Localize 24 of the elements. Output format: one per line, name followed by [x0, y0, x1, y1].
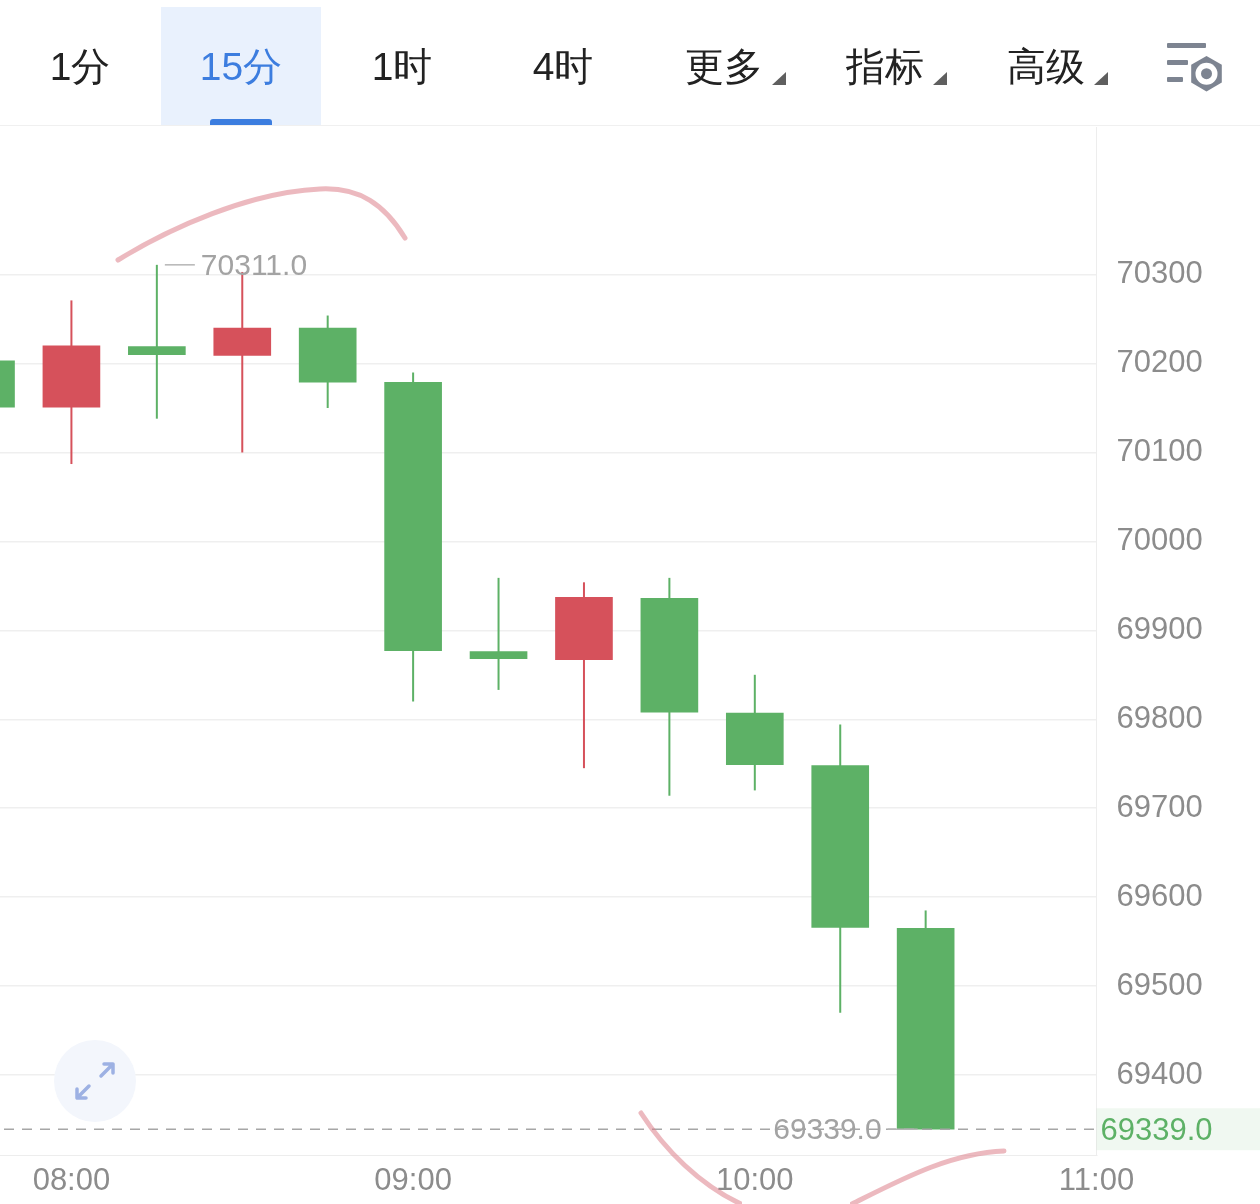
y-tick-label: 69800	[1116, 699, 1203, 735]
y-tick-label: 70000	[1116, 521, 1203, 557]
annotation: 69339.0	[773, 1112, 882, 1146]
tab-label: 高级	[1007, 44, 1085, 88]
tab-label: 更多	[685, 44, 763, 88]
ref-line-label: 69339.0	[1100, 1111, 1213, 1147]
candlestick	[469, 576, 528, 691]
x-tick-label: 10:00	[716, 1162, 794, 1198]
y-tick-label: 69400	[1116, 1055, 1203, 1091]
y-tick-label: 69500	[1116, 966, 1203, 1002]
y-tick-label: 70300	[1116, 255, 1203, 291]
y-tick-label: 70100	[1116, 433, 1203, 469]
tab-label: 指标	[846, 44, 924, 88]
x-tick-label: 09:00	[374, 1162, 452, 1198]
tab-label: 1时	[371, 44, 433, 88]
y-tick-label: 70200	[1116, 344, 1203, 380]
x-tick-label: 08:00	[32, 1162, 111, 1198]
tab-label: 15分	[199, 44, 283, 88]
y-tick-label: 69900	[1116, 610, 1203, 646]
tab-label: 1分	[49, 44, 111, 88]
tab-label: 4时	[532, 44, 594, 88]
y-tick-label: 69600	[1116, 877, 1203, 913]
y-tick-label: 69700	[1116, 788, 1203, 824]
x-tick-label: 11:00	[1058, 1162, 1135, 1198]
